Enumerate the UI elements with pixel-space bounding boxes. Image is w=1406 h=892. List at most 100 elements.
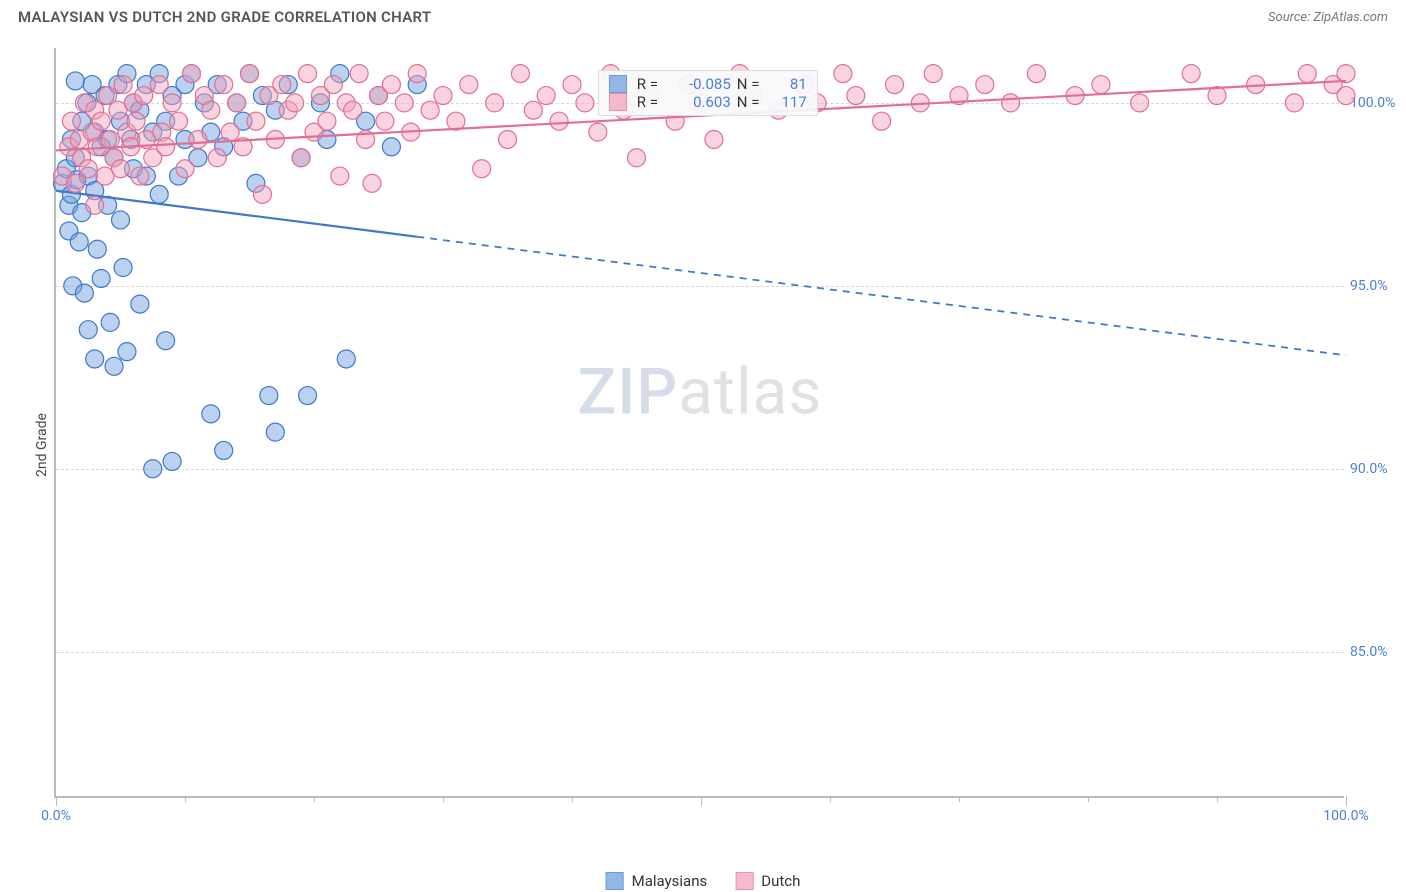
data-point-dutch bbox=[589, 123, 607, 141]
data-point-dutch bbox=[499, 130, 517, 148]
data-point-malaysians bbox=[105, 357, 123, 375]
data-point-malaysians bbox=[131, 295, 149, 313]
data-point-dutch bbox=[112, 160, 130, 178]
data-point-dutch bbox=[1131, 94, 1149, 112]
stat-swatch-dutch bbox=[609, 93, 627, 111]
data-point-dutch bbox=[847, 87, 865, 105]
data-point-dutch bbox=[215, 76, 233, 94]
data-point-dutch bbox=[628, 149, 646, 167]
x-tick-mark bbox=[1346, 796, 1347, 806]
data-point-malaysians bbox=[114, 259, 132, 277]
data-point-dutch bbox=[131, 167, 149, 185]
data-point-malaysians bbox=[150, 185, 168, 203]
data-point-dutch bbox=[550, 112, 568, 130]
legend-item-dutch: Dutch bbox=[735, 872, 800, 890]
data-point-dutch bbox=[873, 112, 891, 130]
data-point-dutch bbox=[299, 65, 317, 83]
data-point-malaysians bbox=[86, 350, 104, 368]
data-point-dutch bbox=[135, 87, 153, 105]
y-tick-label: 95.0% bbox=[1350, 278, 1402, 294]
y-axis-label: 2nd Grade bbox=[34, 413, 50, 477]
stat-n-label: N = bbox=[737, 75, 765, 93]
data-point-dutch bbox=[363, 174, 381, 192]
data-point-dutch bbox=[1285, 94, 1303, 112]
data-point-dutch bbox=[350, 65, 368, 83]
data-point-dutch bbox=[421, 101, 439, 119]
data-point-malaysians bbox=[144, 460, 162, 478]
data-point-dutch bbox=[62, 112, 80, 130]
chart-container: 2nd Grade ZIPatlas 85.0%90.0%95.0%100.0%… bbox=[0, 40, 1406, 850]
data-point-dutch bbox=[1337, 87, 1355, 105]
data-point-malaysians bbox=[75, 284, 93, 302]
data-point-dutch bbox=[511, 65, 529, 83]
data-point-malaysians bbox=[79, 321, 97, 339]
data-point-dutch bbox=[576, 94, 594, 112]
data-point-dutch bbox=[924, 65, 942, 83]
legend-label-dutch: Dutch bbox=[761, 872, 800, 890]
data-point-dutch bbox=[182, 65, 200, 83]
stat-r-value: -0.085 bbox=[671, 75, 731, 93]
data-point-dutch bbox=[834, 65, 852, 83]
data-point-dutch bbox=[127, 112, 145, 130]
data-point-dutch bbox=[228, 94, 246, 112]
data-point-dutch bbox=[292, 149, 310, 167]
data-point-dutch bbox=[537, 87, 555, 105]
data-point-dutch bbox=[286, 94, 304, 112]
data-point-dutch bbox=[324, 76, 342, 94]
x-tick-label: 0.0% bbox=[41, 808, 71, 824]
x-tick-label: 100.0% bbox=[1323, 808, 1368, 824]
data-point-dutch bbox=[344, 101, 362, 119]
data-point-dutch bbox=[486, 94, 504, 112]
data-point-malaysians bbox=[92, 269, 110, 287]
chart-title: MALAYSIAN VS DUTCH 2ND GRADE CORRELATION… bbox=[18, 8, 431, 26]
plot-area: ZIPatlas 85.0%90.0%95.0%100.0%0.0%100.0%… bbox=[54, 48, 1344, 798]
data-point-malaysians bbox=[88, 240, 106, 258]
data-point-malaysians bbox=[215, 441, 233, 459]
data-point-dutch bbox=[1092, 76, 1110, 94]
data-point-dutch bbox=[247, 112, 265, 130]
data-point-malaysians bbox=[163, 452, 181, 470]
data-point-dutch bbox=[241, 65, 259, 83]
data-point-dutch bbox=[1298, 65, 1316, 83]
data-point-dutch bbox=[886, 76, 904, 94]
data-point-malaysians bbox=[70, 233, 88, 251]
data-point-dutch bbox=[208, 149, 226, 167]
data-point-dutch bbox=[1182, 65, 1200, 83]
data-point-malaysians bbox=[299, 387, 317, 405]
data-point-dutch bbox=[408, 65, 426, 83]
data-point-dutch bbox=[376, 112, 394, 130]
data-point-malaysians bbox=[382, 138, 400, 156]
data-point-dutch bbox=[524, 101, 542, 119]
data-point-dutch bbox=[253, 185, 271, 203]
correlation-stats-box: R =-0.085N =81R =0.603N =117 bbox=[598, 70, 818, 116]
source-attribution: Source: ZipAtlas.com bbox=[1268, 10, 1388, 25]
data-point-dutch bbox=[170, 112, 188, 130]
data-point-dutch bbox=[705, 130, 723, 148]
data-point-dutch bbox=[101, 130, 119, 148]
legend-label-malaysians: Malaysians bbox=[632, 872, 708, 890]
data-point-dutch bbox=[86, 196, 104, 214]
data-point-dutch bbox=[1337, 65, 1355, 83]
data-point-dutch bbox=[114, 76, 132, 94]
svg-layer bbox=[56, 48, 1346, 798]
legend-item-malaysians: Malaysians bbox=[606, 872, 708, 890]
data-point-dutch bbox=[1027, 65, 1045, 83]
stat-n-value: 117 bbox=[771, 93, 807, 111]
data-point-dutch bbox=[163, 94, 181, 112]
data-point-dutch bbox=[976, 76, 994, 94]
data-point-dutch bbox=[395, 94, 413, 112]
stat-r-label: R = bbox=[637, 93, 665, 111]
y-tick-label: 90.0% bbox=[1350, 461, 1402, 477]
data-point-malaysians bbox=[118, 343, 136, 361]
stat-swatch-malaysians bbox=[609, 75, 627, 93]
stat-n-label: N = bbox=[737, 93, 765, 111]
data-point-dutch bbox=[434, 87, 452, 105]
data-point-malaysians bbox=[66, 72, 84, 90]
data-point-dutch bbox=[189, 130, 207, 148]
data-point-dutch bbox=[273, 76, 291, 94]
data-point-dutch bbox=[150, 76, 168, 94]
data-point-dutch bbox=[66, 174, 84, 192]
data-point-malaysians bbox=[101, 313, 119, 331]
y-tick-label: 85.0% bbox=[1350, 644, 1402, 660]
data-point-dutch bbox=[176, 160, 194, 178]
